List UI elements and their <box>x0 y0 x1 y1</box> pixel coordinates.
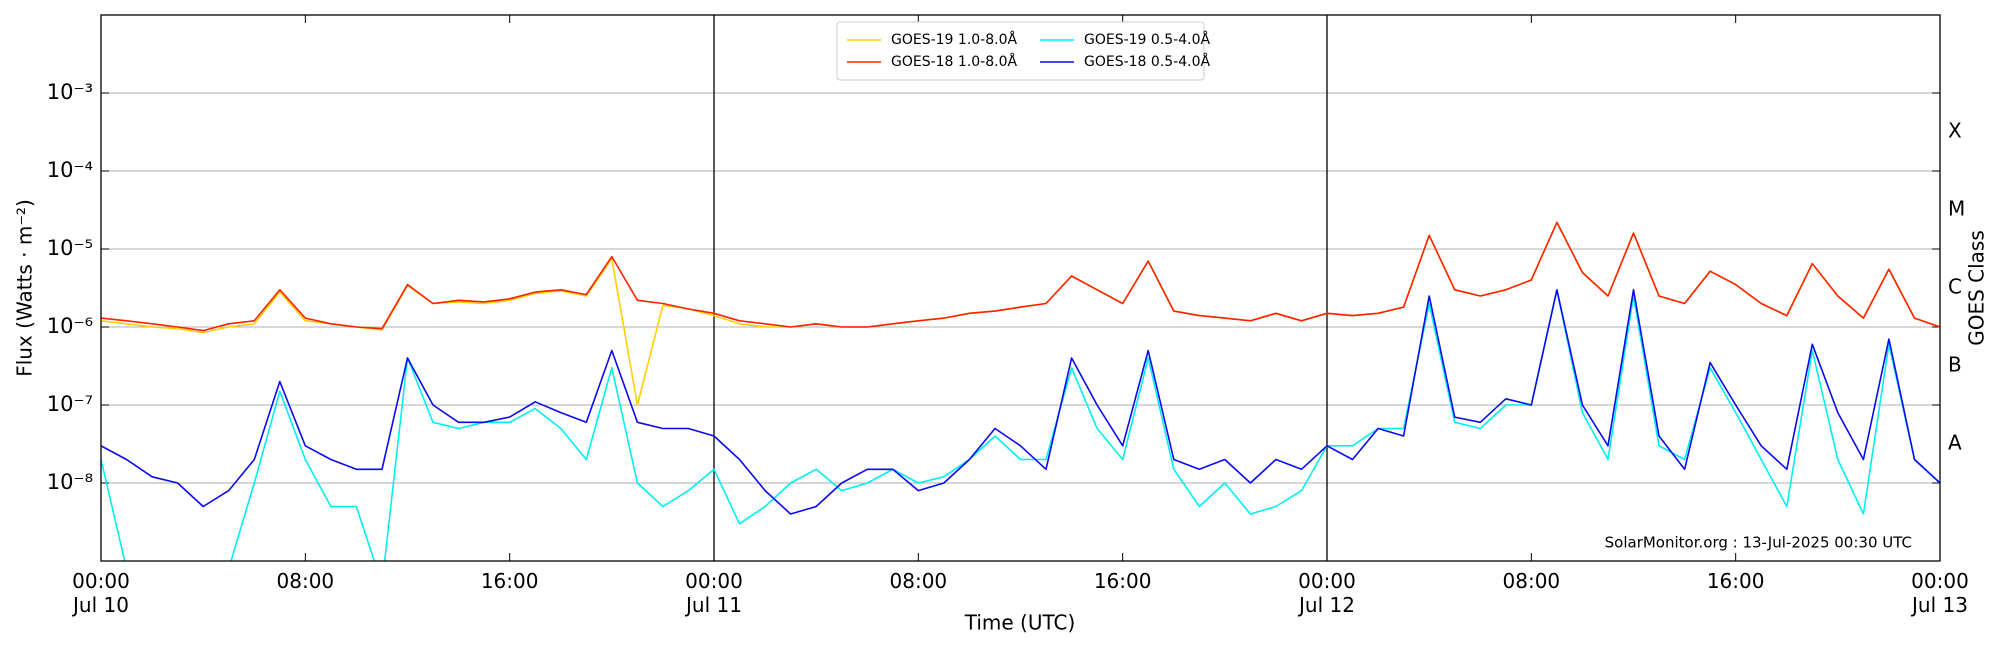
annotation: SolarMonitor.org : 13-Jul-2025 00:30 UTC <box>1605 534 1912 552</box>
x-tick-label: 16:00 <box>1093 569 1152 593</box>
y-tick-label: 10⁻⁸ <box>47 470 93 494</box>
y-axis-label: Flux (Watts · m⁻²) <box>13 199 37 377</box>
x-tick-label: 00:00 Jul 10 <box>72 569 130 617</box>
y2-tick-label: A <box>1948 431 1962 455</box>
x-tick-label: 00:00 Jul 11 <box>685 569 743 617</box>
legend-label: GOES-18 0.5-4.0Å <box>1084 53 1210 70</box>
series-line <box>101 221 1940 332</box>
series-line <box>101 221 1940 406</box>
x-tick-label: 08:00 <box>1502 569 1561 593</box>
x-tick-label: 00:00 Jul 12 <box>1298 569 1356 617</box>
y-tick-label: 10⁻⁵ <box>47 236 93 260</box>
y2-tick-label: M <box>1948 197 1965 221</box>
series-line <box>101 289 1940 515</box>
y-tick-label: 10⁻³ <box>47 80 93 104</box>
y-tick-label: 10⁻⁴ <box>47 158 93 182</box>
y2-tick-label: B <box>1948 353 1962 377</box>
x-tick-label: 16:00 <box>480 569 539 593</box>
legend-label: GOES-19 0.5-4.0Å <box>1084 31 1210 48</box>
x-tick-label: 08:00 <box>276 569 335 593</box>
legend-box <box>836 21 1205 81</box>
plot-area <box>101 221 1940 561</box>
x-tick-label: 00:00 Jul 13 <box>1911 569 1969 617</box>
y2-axis-label: GOES Class <box>1965 230 1989 346</box>
legend-label: GOES-19 1.0-8.0Å <box>891 31 1017 48</box>
legend-label: GOES-18 1.0-8.0Å <box>891 53 1017 70</box>
x-tick-label: 16:00 <box>1706 569 1765 593</box>
y2-tick-label: C <box>1948 275 1962 299</box>
x-axis-label: Time (UTC) <box>964 611 1076 635</box>
plot-frame <box>100 14 1941 562</box>
y-tick-label: 10⁻⁶ <box>47 314 93 338</box>
x-tick-label: 08:00 <box>889 569 948 593</box>
legend: GOES-19 1.0-8.0Å GOES-18 1.0-8.0Å GOES-19 … <box>836 21 1210 81</box>
y2-tick-label: X <box>1948 119 1962 143</box>
y-tick-label: 10⁻⁷ <box>47 392 93 416</box>
